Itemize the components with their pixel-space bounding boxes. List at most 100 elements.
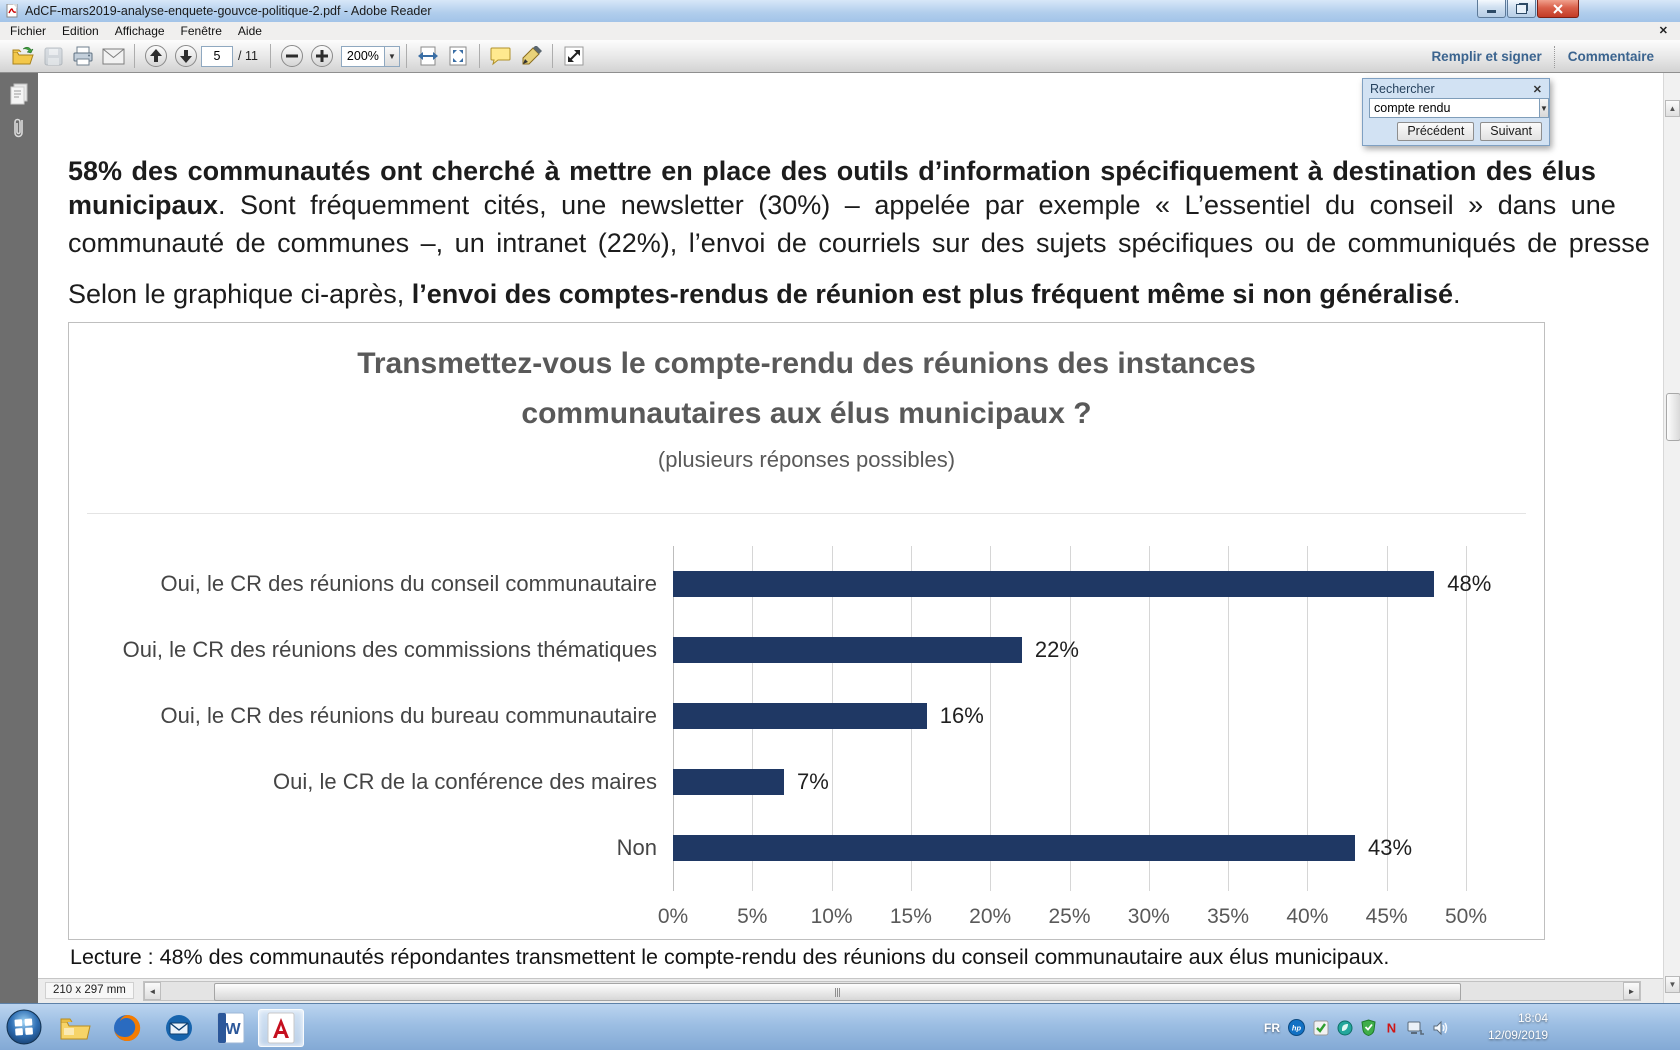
next-page-button[interactable] (171, 42, 201, 70)
windows-start-icon (6, 1009, 42, 1045)
print-button[interactable] (68, 42, 98, 70)
close-document-icon[interactable]: ✕ (1658, 25, 1668, 37)
minimize-button[interactable] (1477, 0, 1506, 18)
tray-network-icon[interactable] (1407, 1020, 1425, 1036)
menu-fenetre[interactable]: Fenêtre (180, 24, 222, 38)
search-history-dropdown[interactable]: ▼ (1539, 98, 1549, 118)
scroll-down-button[interactable]: ▼ (1665, 976, 1680, 993)
fit-page-button[interactable] (443, 42, 473, 70)
chart-x-axis: 0% 5% 10% 15% 20% 25% 30% 35% 40% 45% 50% (658, 905, 1487, 931)
x-tick-label: 0% (657, 905, 689, 928)
language-indicator[interactable]: FR (1264, 1020, 1280, 1035)
fullscreen-arrows-icon (564, 46, 584, 66)
chart-category-label: Oui, le CR des réunions des commissions … (122, 637, 657, 662)
pages-icon (10, 83, 28, 105)
restore-button[interactable] (1507, 0, 1536, 18)
toolbar-separator (405, 44, 407, 68)
start-button[interactable] (5, 1008, 43, 1046)
search-input[interactable] (1369, 98, 1539, 118)
x-tick-label: 10% (810, 905, 853, 928)
speech-bubble-icon (490, 47, 511, 65)
previous-result-button[interactable]: Précédent (1397, 122, 1475, 141)
taskbar-explorer-button[interactable] (52, 1009, 98, 1047)
vertical-scrollbar[interactable]: ▲ ▼ (1663, 73, 1680, 1003)
page-thumbnails-button[interactable] (6, 81, 32, 107)
restore-icon (1516, 3, 1527, 14)
search-panel: Rechercher ✕ ▼ Précédent Suivant (1362, 78, 1550, 146)
arrow-up-icon: ▲ (1668, 104, 1677, 113)
horizontal-scrollbar[interactable]: ◄ ► (143, 981, 1641, 1001)
taskbar-adobe-reader-button[interactable] (258, 1009, 304, 1047)
chart-category-labels: Oui, le CR des réunions du conseil commu… (69, 546, 657, 891)
chart-value-label: 48% (1447, 571, 1492, 596)
taskbar-firefox-button[interactable] (104, 1009, 150, 1047)
chart-value-label: 7% (797, 769, 829, 794)
zoom-dropdown-button[interactable]: ▼ (383, 45, 400, 67)
menu-edition[interactable]: Edition (62, 24, 99, 38)
chart-category-label: Non (616, 835, 657, 860)
x-tick-label: 40% (1286, 905, 1329, 928)
tray-hp-icon[interactable]: hp (1288, 1019, 1305, 1036)
scroll-right-button[interactable]: ► (1623, 982, 1640, 1000)
email-button[interactable] (98, 42, 128, 70)
sign-button[interactable] (516, 42, 546, 70)
toolbar-right-group: Remplir et signer Commentaire (1419, 40, 1666, 73)
x-tick-label: 20% (969, 905, 1012, 928)
chart-bar (673, 637, 1022, 663)
menu-aide[interactable]: Aide (237, 24, 262, 38)
fill-sign-button[interactable]: Remplir et signer (1431, 49, 1542, 64)
search-panel-title: Rechercher (1370, 82, 1435, 96)
toolbar-dotted-separator (1553, 45, 1556, 68)
minus-circle-icon (280, 45, 303, 67)
comment-panel-button[interactable]: Commentaire (1567, 49, 1654, 64)
chart-value-label: 22% (1034, 637, 1079, 662)
gridline (1386, 546, 1388, 891)
chart-top-separator (87, 513, 1526, 514)
thumb-grip (837, 987, 838, 997)
save-button[interactable] (38, 42, 68, 70)
tray-update-icon[interactable] (1313, 1020, 1329, 1036)
taskbar-thunderbird-button[interactable] (156, 1009, 202, 1047)
tray-n-icon[interactable]: N (1384, 1020, 1399, 1036)
close-button[interactable] (1537, 0, 1579, 18)
taskbar-clock[interactable]: 18:04 12/09/2019 (1458, 1010, 1548, 1044)
window-titlebar: AdCF-mars2019-analyse-enquete-gouvce-pol… (0, 0, 1680, 23)
zoom-out-button[interactable] (277, 42, 307, 70)
vertical-scroll-thumb[interactable] (1666, 393, 1680, 441)
svg-text:hp: hp (1292, 1024, 1302, 1033)
taskbar-word-button[interactable]: W (208, 1009, 254, 1047)
paperclip-icon (14, 118, 23, 138)
x-tick-label: 30% (1127, 905, 1170, 928)
zoom-level-input[interactable] (340, 45, 384, 67)
main-toolbar: / 11 ▼ Remplir et signer (0, 40, 1680, 73)
x-tick-label: 5% (737, 905, 768, 928)
tray-eco-icon[interactable] (1337, 1020, 1353, 1036)
search-close-icon[interactable]: ✕ (1532, 83, 1542, 96)
arrow-down-icon: ▼ (1668, 980, 1677, 989)
clock-date: 12/09/2019 (1487, 1028, 1548, 1042)
document-area: 58% des communautés ont cherché à mettre… (0, 73, 1680, 1003)
toolbar-separator (478, 44, 480, 68)
scroll-up-button[interactable]: ▲ (1665, 100, 1680, 117)
x-tick-label: 15% (889, 905, 932, 928)
floppy-disk-icon (44, 47, 62, 65)
menu-affichage[interactable]: Affichage (114, 24, 165, 38)
add-comment-button[interactable] (486, 42, 516, 70)
menu-fichier[interactable]: Fichier (10, 24, 47, 38)
open-file-button[interactable] (8, 42, 38, 70)
scroll-left-button[interactable]: ◄ (144, 982, 161, 1000)
zoom-in-button[interactable] (307, 42, 337, 70)
previous-page-button[interactable] (141, 42, 171, 70)
fullscreen-button[interactable] (559, 42, 589, 70)
attachments-button[interactable] (6, 115, 32, 141)
next-result-button[interactable]: Suivant (1480, 122, 1542, 141)
page-number-input[interactable] (201, 45, 233, 67)
fit-width-button[interactable] (413, 42, 443, 70)
folder-open-icon (12, 46, 34, 65)
menu-bar: Fichier Edition Affichage Fenêtre Aide ✕ (0, 22, 1680, 40)
horizontal-scroll-thumb[interactable] (214, 983, 1461, 1001)
tray-shield-icon[interactable] (1361, 1019, 1376, 1036)
tray-volume-icon[interactable] (1433, 1020, 1450, 1036)
chart-bar (673, 835, 1355, 861)
minimize-icon (1487, 10, 1496, 13)
